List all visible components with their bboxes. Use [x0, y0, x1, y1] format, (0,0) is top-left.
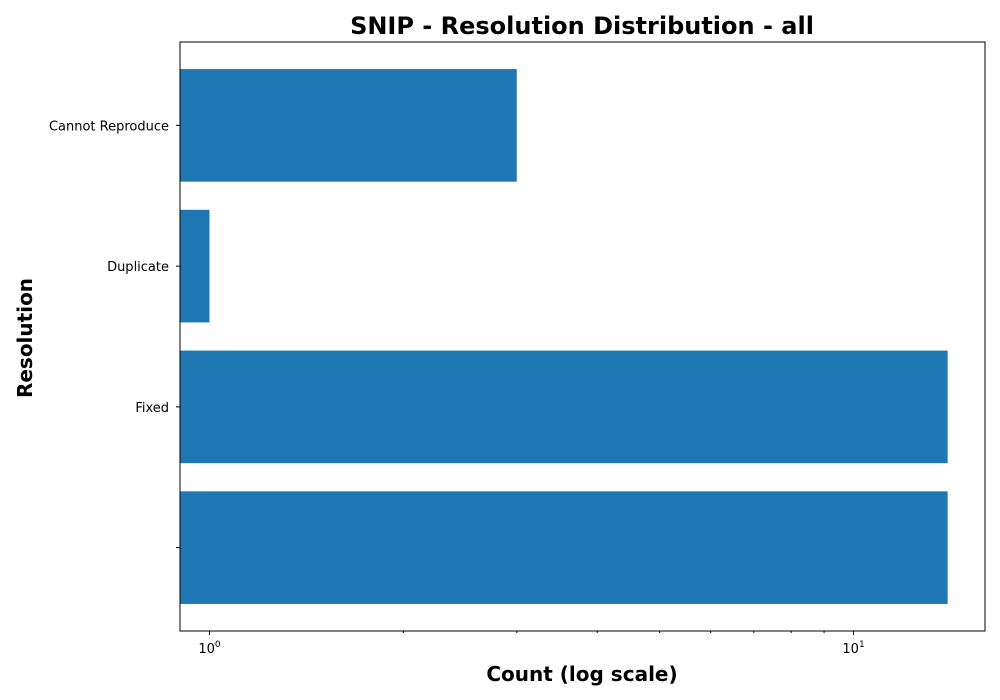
x-tick-label: 100: [198, 640, 221, 657]
y-tick-label: Cannot Reproduce: [49, 119, 169, 134]
chart-title: SNIP - Resolution Distribution - all: [350, 12, 814, 40]
x-ticks: 100 101: [198, 631, 864, 657]
bar: [180, 69, 517, 182]
bar: [180, 491, 948, 604]
y-ticks: Fixed Duplicate Cannot Reproduce: [49, 119, 180, 547]
y-axis-label: Resolution: [13, 278, 37, 398]
x-axis-label: Count (log scale): [486, 662, 677, 686]
bar: [180, 210, 209, 323]
bars-group: [180, 69, 948, 604]
x-tick-label: 101: [842, 640, 864, 657]
y-tick-label: Fixed: [135, 401, 169, 416]
y-tick-label: Duplicate: [107, 260, 169, 275]
bar: [180, 351, 948, 464]
